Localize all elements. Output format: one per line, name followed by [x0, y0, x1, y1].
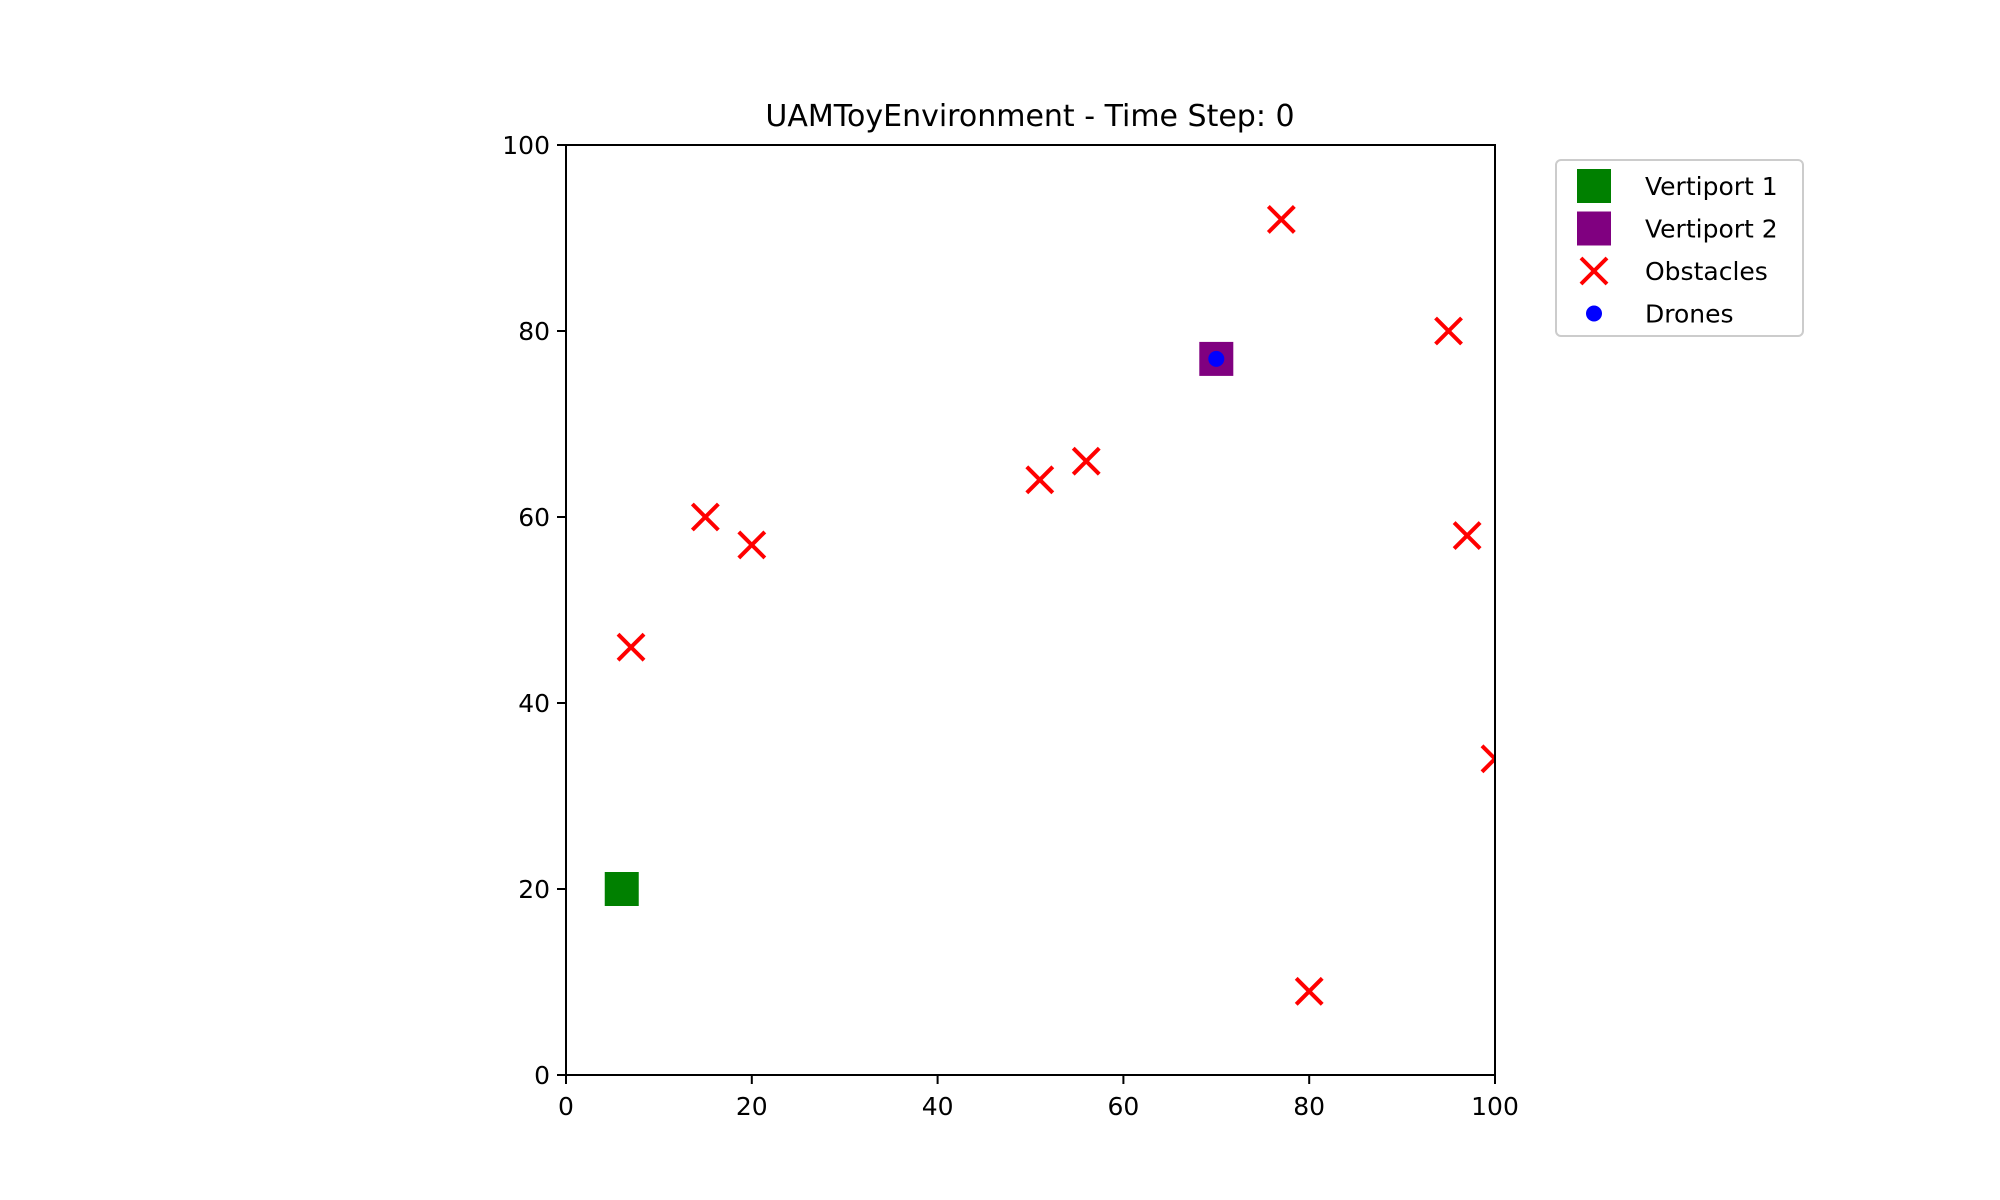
obstacles-point-5	[737, 530, 767, 560]
x-tick-label: 0	[558, 1092, 574, 1121]
legend-label-vertiport-2: Vertiport 2	[1645, 215, 1778, 244]
legend-marker-obstacles	[1579, 256, 1609, 286]
x-tick-label: 20	[736, 1092, 768, 1121]
obstacles-point-3	[1025, 465, 1055, 495]
vertiport-1-point-0	[604, 872, 639, 906]
legend-entry-drones: Drones	[1586, 300, 1734, 329]
legend-marker-vertiport-2	[1577, 211, 1611, 246]
legend-label-drones: Drones	[1645, 300, 1734, 329]
drones-point-0	[1208, 350, 1225, 367]
obstacles-point-4	[690, 502, 720, 532]
legend-label-obstacles: Obstacles	[1645, 257, 1768, 286]
obstacles-point-2	[1071, 446, 1101, 476]
obstacles-point-0	[1266, 204, 1296, 234]
x-tick-label: 80	[1293, 1092, 1325, 1121]
plot-frame	[565, 144, 1496, 1076]
x-tick-label: 60	[1107, 1092, 1139, 1121]
legend: Vertiport 1 Vertiport 2 Obstacles Drones	[1555, 159, 1804, 337]
legend-marker-drones	[1586, 305, 1602, 322]
y-tick-label: 80	[518, 317, 550, 346]
y-tick-label: 0	[534, 1061, 550, 1090]
legend-marker-vertiport-1	[1577, 169, 1611, 203]
chart-title: UAMToyEnvironment - Time Step: 0	[765, 99, 1294, 134]
y-tick-label: 20	[518, 875, 550, 904]
plot-area	[604, 204, 1495, 1006]
obstacles-point-1	[1434, 316, 1463, 346]
legend-box	[1555, 159, 1804, 337]
axes: 0 20 40 60 80 100 0 20 40 60 80 100	[502, 131, 1519, 1121]
legend-label-vertiport-1: Vertiport 1	[1645, 172, 1778, 201]
x-tick-label: 100	[1471, 1092, 1519, 1121]
obstacles-point-6	[1452, 521, 1482, 551]
obstacles-point-7	[616, 632, 646, 662]
legend-entry-vertiport-1: Vertiport 1	[1577, 169, 1778, 203]
obstacles-point-9	[1294, 976, 1324, 1006]
y-tick-label: 60	[518, 503, 550, 532]
y-tick-label: 100	[502, 131, 550, 160]
x-tick-label: 40	[922, 1092, 954, 1121]
legend-entry-obstacles: Obstacles	[1579, 256, 1768, 286]
legend-entry-vertiport-2: Vertiport 2	[1577, 211, 1778, 246]
y-tick-label: 40	[518, 689, 550, 718]
obstacles-point-8	[1480, 744, 1495, 774]
